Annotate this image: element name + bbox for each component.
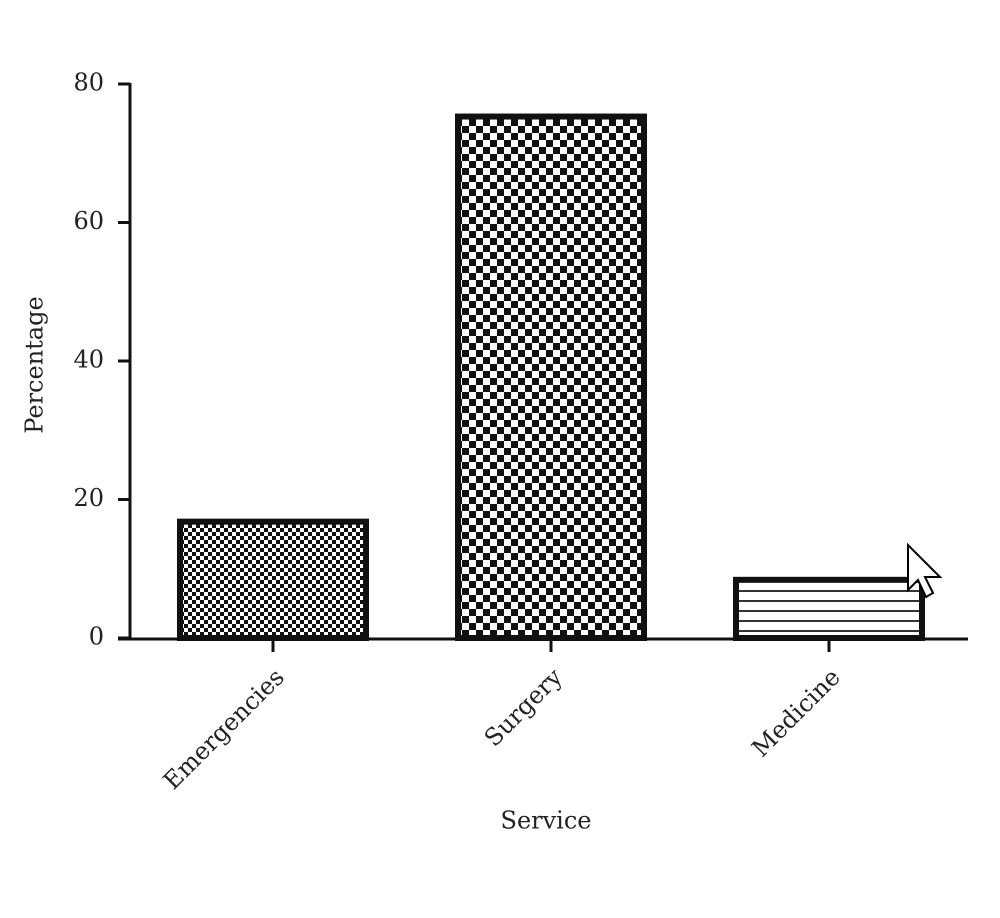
mouse-cursor	[907, 542, 943, 599]
x-tick-label: Surgery	[479, 663, 568, 752]
x-axis-title: Service	[501, 807, 592, 835]
bar	[177, 518, 369, 641]
y-tick-label: 40	[73, 346, 104, 374]
y-tick-label: 20	[73, 484, 104, 512]
bar	[733, 576, 925, 642]
y-tick-label: 60	[73, 207, 104, 235]
bar	[455, 113, 647, 642]
y-tick-label: 80	[73, 69, 104, 97]
x-tick-label: Emergencies	[158, 663, 290, 795]
x-tick-label: Medicine	[746, 663, 845, 762]
y-axis-title: Percentage	[21, 296, 49, 433]
y-tick-label: 0	[89, 623, 104, 651]
